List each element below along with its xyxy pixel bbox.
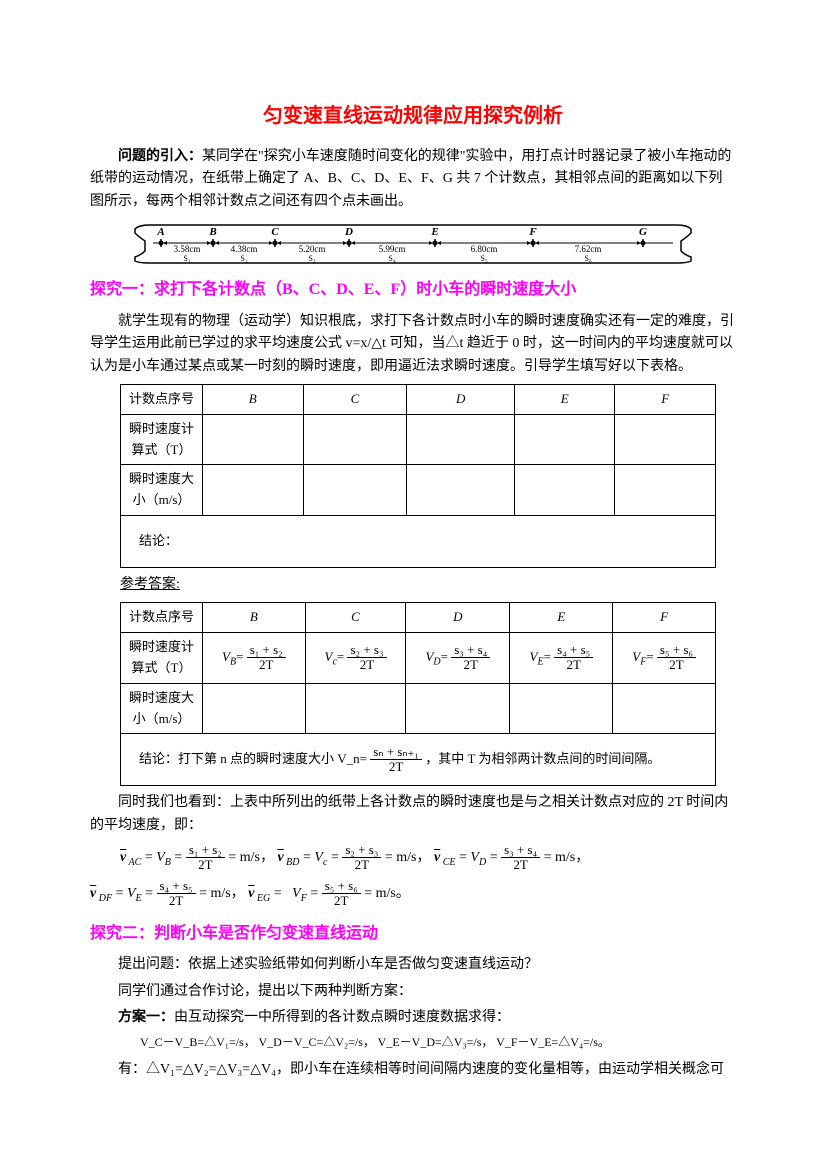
svg-text:5.99cm: 5.99cm: [379, 244, 406, 254]
formula-cell: VB= s₁ + s₂2T: [203, 633, 306, 684]
intro-label: 问题的引入：: [118, 149, 202, 164]
row-label: 瞬时速度计算式（T）: [121, 633, 203, 684]
final-conclusion: 有：△V₁=△V₂=△V₃=△V₄，即小车在连续相等时间间隔内速度的变化量相等，…: [90, 1059, 736, 1081]
svg-text:S₁: S₁: [183, 254, 190, 263]
blank-table: 计数点序号 B C D E F 瞬时速度计算式（T） 瞬时速度大小（m/s） 结…: [120, 384, 716, 568]
conclusion-row: 结论：打下第 n 点的瞬时速度大小 V_n= sₙ + sₙ₊₁2T ，其中 T…: [121, 734, 716, 786]
svg-text:S₃: S₃: [308, 254, 315, 263]
intro-paragraph: 问题的引入：某同学在"探究小车速度随时间变化的规律"实验中，用打点计时器记录了被…: [90, 146, 736, 213]
row-label: 瞬时速度计算式（T）: [121, 414, 203, 465]
svg-text:E: E: [430, 226, 438, 238]
formula-cell: VE= s₄ + s₅2T: [510, 633, 613, 684]
section1-title: 探究一：求打下各计数点（B、C、D、E、F）时小车的瞬时速度大小: [90, 277, 736, 303]
table-row: 瞬时速度大小（m/s）: [121, 683, 716, 734]
plan1-label: 方案一：: [118, 1010, 174, 1025]
svg-text:S₂: S₂: [240, 254, 247, 263]
delta-equations: V_C－V_B=△V₁=/s， V_D－V_C=△V₂=/s， V_E－V_D=…: [140, 1033, 736, 1052]
svg-text:B: B: [208, 226, 216, 238]
col-header: 计数点序号: [121, 384, 203, 414]
conclusion-cell: 结论：: [121, 515, 716, 567]
formula-cell: Vc= s₂ + s₃2T: [305, 633, 406, 684]
section1-para: 就学生现有的物理（运动学）知识根底，求打下各计数点时小车的瞬时速度确实还有一定的…: [90, 311, 736, 378]
col-header: E: [510, 603, 613, 633]
avg-velocity-para: 同时我们也看到：上表中所列出的纸带上各计数点的瞬时速度也是与之相关计数点对应的 …: [90, 792, 736, 837]
col-header: F: [615, 384, 716, 414]
svg-text:4.38cm: 4.38cm: [231, 244, 258, 254]
question-para: 提出问题：依据上述实验纸带如何判断小车是否做匀变速直线运动？: [90, 954, 736, 976]
col-header: C: [303, 384, 407, 414]
svg-text:S₆: S₆: [584, 254, 591, 263]
plan1-text: 由互动探究一中所得到的各计数点瞬时速度数据求得：: [174, 1010, 510, 1025]
conclusion-cell: 结论：打下第 n 点的瞬时速度大小 V_n= sₙ + sₙ₊₁2T ，其中 T…: [121, 734, 716, 786]
table-row: 瞬时速度计算式（T） VB= s₁ + s₂2T Vc= s₂ + s₃2T V…: [121, 633, 716, 684]
row-label: 瞬时速度大小（m/s）: [121, 465, 203, 516]
svg-text:F: F: [528, 226, 537, 238]
svg-text:3.58cm: 3.58cm: [174, 244, 201, 254]
svg-text:S₅: S₅: [480, 254, 487, 263]
row-label: 瞬时速度大小（m/s）: [121, 683, 203, 734]
main-title: 匀变速直线运动规律应用探究例析: [90, 100, 736, 132]
table-row: 瞬时速度大小（m/s）: [121, 465, 716, 516]
formula-cell: VF= s₅ + s₆2T: [613, 633, 716, 684]
col-header: D: [406, 603, 510, 633]
svg-text:A: A: [156, 226, 164, 238]
plan1-para: 方案一：由互动探究一中所得到的各计数点瞬时速度数据求得：: [90, 1007, 736, 1029]
svg-text:S₄: S₄: [388, 254, 395, 263]
col-header: B: [203, 384, 304, 414]
svg-text:C: C: [271, 226, 279, 238]
svg-text:G: G: [639, 226, 647, 238]
formula-line-1: v AC = VB = s₁ + s₂2T = m/s， v BD = Vc =…: [120, 843, 736, 873]
svg-text:6.80cm: 6.80cm: [471, 244, 498, 254]
table-header-row: 计数点序号 B C D E F: [121, 384, 716, 414]
formula-cell: VD= s₃ + s₄2T: [406, 633, 510, 684]
col-header: 计数点序号: [121, 603, 203, 633]
answer-table: 计数点序号 B C D E F 瞬时速度计算式（T） VB= s₁ + s₂2T…: [120, 602, 716, 786]
svg-text:D: D: [344, 226, 353, 238]
discuss-para: 同学们通过合作讨论，提出以下两种判断方案：: [90, 981, 736, 1003]
svg-text:5.20cm: 5.20cm: [299, 244, 326, 254]
table-header-row: 计数点序号 B C D E F: [121, 603, 716, 633]
col-header: B: [203, 603, 306, 633]
conclusion-row: 结论：: [121, 515, 716, 567]
table-row: 瞬时速度计算式（T）: [121, 414, 716, 465]
col-header: C: [305, 603, 406, 633]
svg-text:7.62cm: 7.62cm: [575, 244, 602, 254]
answer-label: 参考答案:: [120, 574, 736, 596]
tape-diagram: A B C D E F G 3.58cmS₁ 4.38cmS₂ 5.20cmS₃ 5.99cmS₄ 6…: [90, 221, 736, 265]
formula-line-2: v DF = VE = s₄ + s₅2T = m/s， v EG = VF =…: [90, 879, 736, 909]
col-header: F: [613, 603, 716, 633]
col-header: E: [514, 384, 615, 414]
section2-title: 探究二：判断小车是否作匀变速直线运动: [90, 921, 736, 947]
col-header: D: [407, 384, 514, 414]
